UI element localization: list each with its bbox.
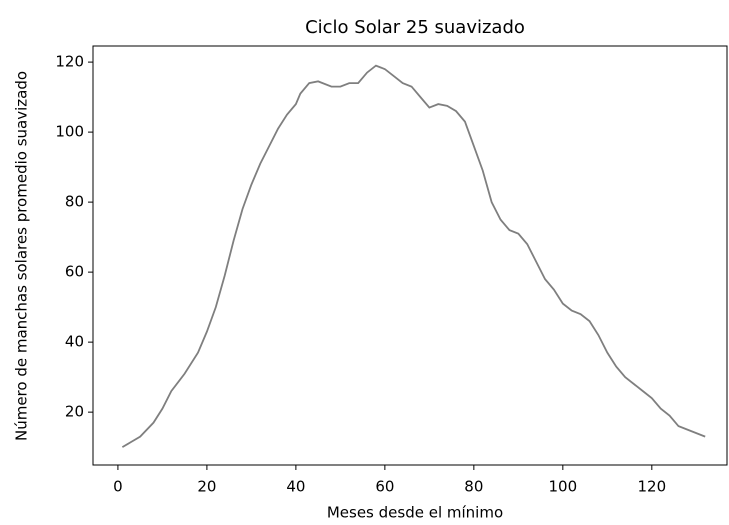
y-tick-label: 100 [55,123,84,141]
plot-frame [92,45,728,466]
y-tick-label: 60 [65,263,84,281]
x-tick-label: 40 [286,478,305,496]
x-axis-label: Meses desde el mínimo [327,504,503,522]
y-tick-label: 120 [55,53,84,71]
y-tick-label: 40 [65,333,84,351]
line [121,64,706,448]
x-tick-label: 20 [197,478,216,496]
x-tick-label: 80 [464,478,483,496]
x-tick-label: 0 [113,478,123,496]
x-tick-label: 120 [637,478,666,496]
y-axis-label: Número de manchas solares promedio suavi… [13,71,31,441]
chart-title: Ciclo Solar 25 suavizado [305,17,525,38]
x-tick-label: 60 [375,478,394,496]
y-tick-label: 20 [65,403,84,421]
x-tick-label: 100 [549,478,578,496]
y-tick-label: 80 [65,193,84,211]
